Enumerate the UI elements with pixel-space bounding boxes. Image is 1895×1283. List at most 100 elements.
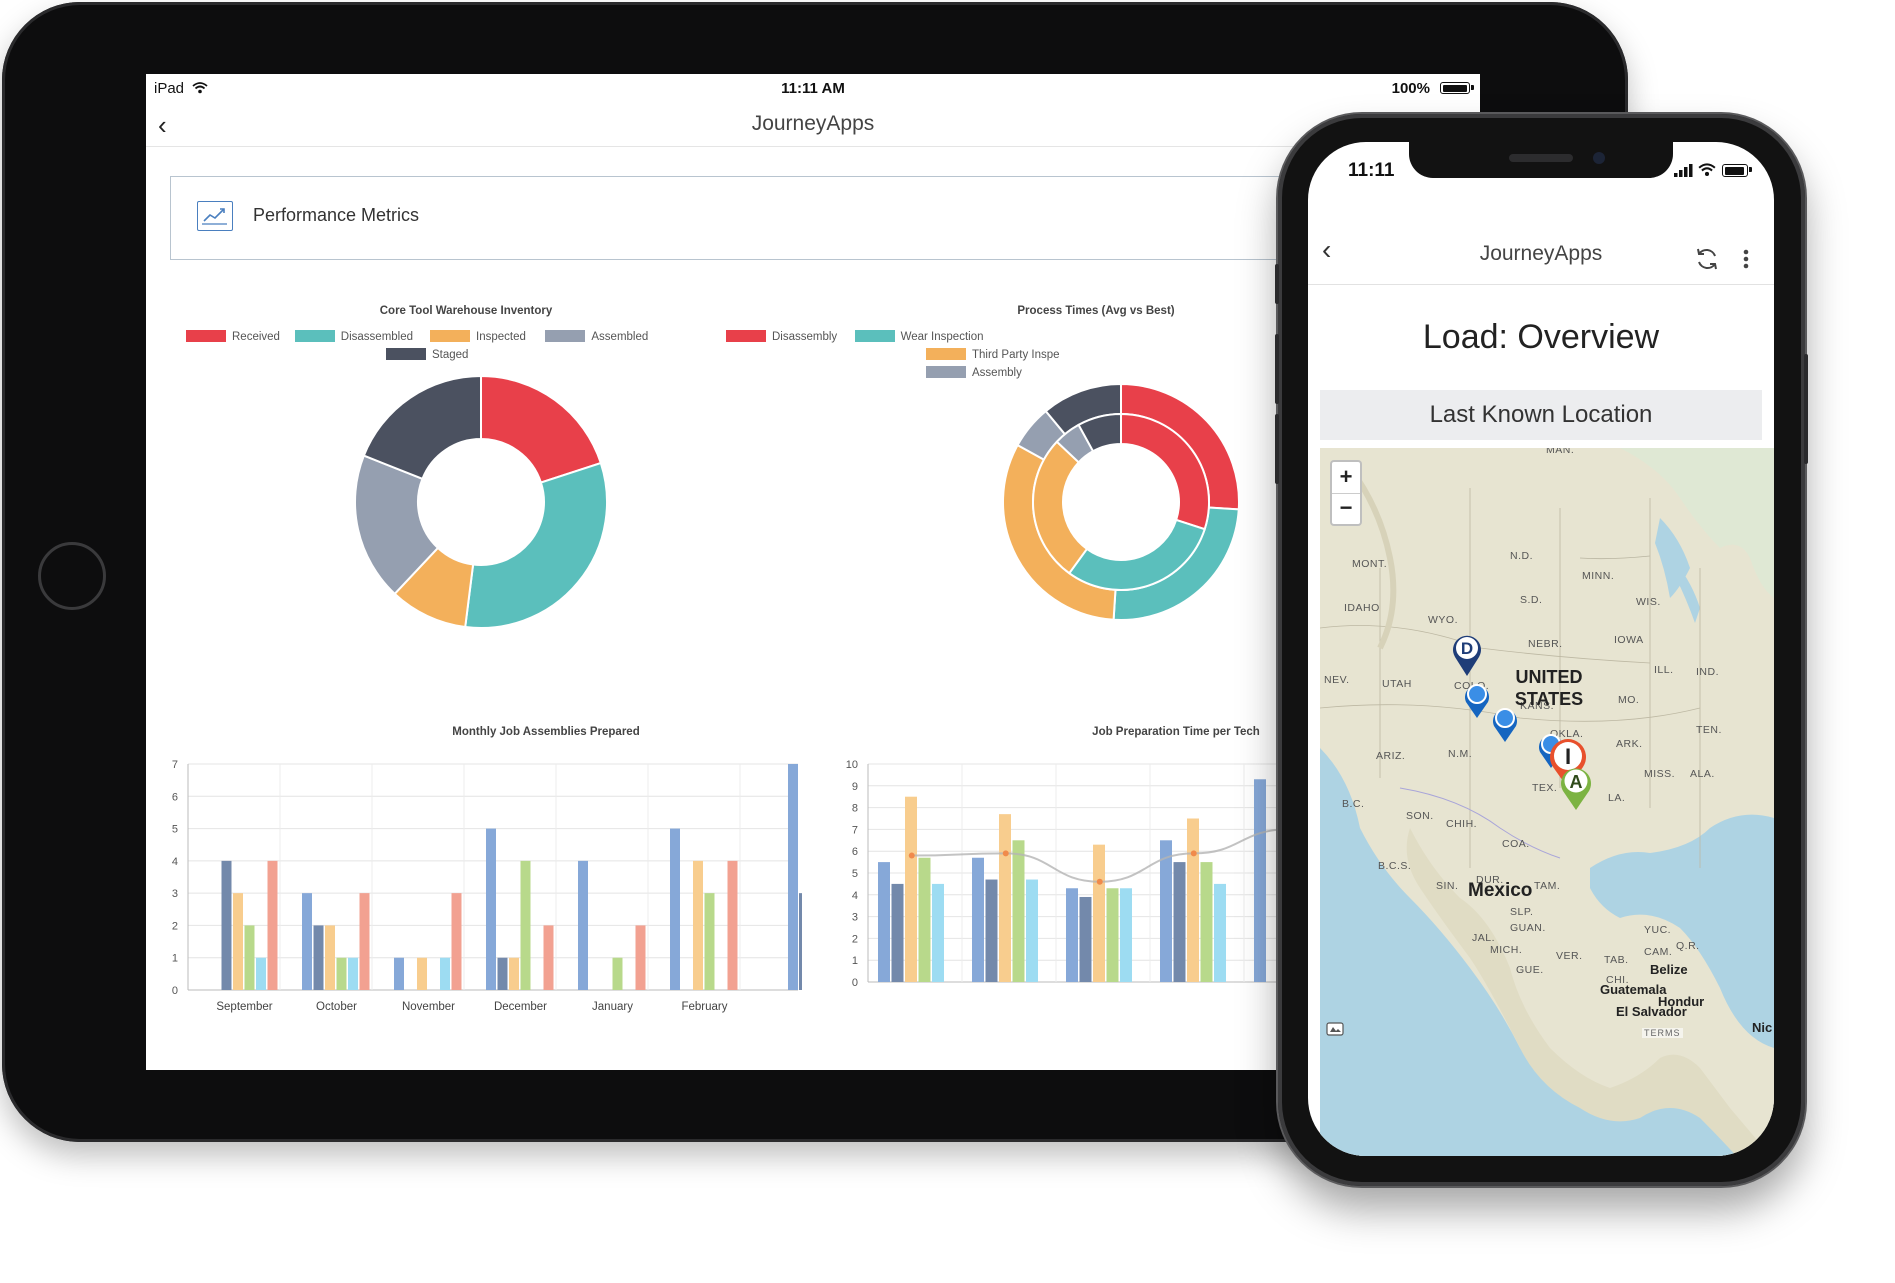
map-label: SLP. — [1510, 906, 1534, 918]
average-point[interactable] — [1096, 878, 1103, 885]
bar[interactable] — [348, 957, 358, 990]
bar[interactable] — [509, 957, 519, 990]
bar[interactable] — [451, 893, 462, 990]
bar[interactable] — [1079, 896, 1092, 982]
bar[interactable] — [1120, 888, 1132, 982]
bar[interactable] — [256, 957, 266, 990]
bar[interactable] — [1160, 840, 1172, 982]
y-tick-label: 5 — [852, 868, 858, 880]
bar[interactable] — [1106, 888, 1119, 982]
bar[interactable] — [612, 957, 623, 990]
map-marker-i[interactable]: I — [1546, 736, 1590, 790]
bar[interactable] — [302, 893, 312, 990]
legend-item[interactable]: Received — [186, 330, 280, 343]
map-label: TAM. — [1534, 880, 1561, 892]
place-label: Nic — [1752, 1020, 1773, 1035]
bar[interactable] — [578, 860, 588, 990]
more-options-icon[interactable] — [1742, 246, 1750, 272]
bar[interactable] — [313, 925, 324, 990]
phone-back-chevron-icon[interactable]: ‹ — [1322, 234, 1332, 265]
map-label: UTAH — [1382, 678, 1412, 690]
bar[interactable] — [336, 957, 347, 990]
bar[interactable] — [267, 860, 278, 990]
bar[interactable] — [878, 862, 890, 982]
bar[interactable] — [918, 857, 931, 982]
bar[interactable] — [985, 879, 998, 982]
y-tick-label: 3 — [172, 888, 178, 900]
bar[interactable] — [727, 860, 738, 990]
donut-slice[interactable] — [362, 374, 482, 481]
ipad-home-button[interactable] — [38, 542, 106, 610]
donut-slice[interactable] — [354, 454, 440, 596]
bar[interactable] — [891, 883, 904, 982]
map-label: COA. — [1502, 838, 1530, 850]
map-layers-icon[interactable] — [1326, 1022, 1344, 1036]
bar[interactable] — [1026, 879, 1038, 982]
bar[interactable] — [1012, 840, 1025, 982]
legend-item[interactable]: Third Party Inspe — [926, 348, 1060, 361]
legend-item[interactable]: Inspected — [430, 330, 526, 343]
bar[interactable] — [394, 957, 404, 990]
donut-slice[interactable] — [1077, 412, 1122, 453]
zoom-in-button[interactable]: + — [1339, 464, 1353, 489]
zoom-out-button[interactable]: − — [1339, 495, 1353, 520]
average-point[interactable] — [908, 852, 915, 859]
legend-swatch — [430, 330, 470, 342]
bar[interactable] — [233, 893, 243, 990]
bar[interactable] — [932, 883, 944, 982]
bar[interactable] — [1214, 883, 1226, 982]
legend-item[interactable]: Disassembled — [294, 330, 413, 343]
bar[interactable] — [359, 893, 370, 990]
bar[interactable] — [325, 925, 335, 990]
map-marker-location[interactable] — [1490, 704, 1520, 744]
map-attribution[interactable]: TERMS — [1642, 1028, 1683, 1038]
wifi-icon — [1698, 163, 1716, 176]
bar[interactable] — [788, 764, 798, 990]
map-marker-location[interactable] — [1462, 680, 1492, 720]
performance-metrics-panel: Performance Metrics — [170, 176, 1470, 260]
legend-item[interactable]: Disassembly — [726, 330, 837, 343]
bar[interactable] — [497, 957, 508, 990]
legend-item[interactable]: Assembly — [926, 366, 1022, 379]
bar[interactable] — [486, 828, 496, 990]
average-point[interactable] — [1190, 850, 1197, 857]
location-map[interactable]: + − MAN. N.D. MINN. MONT. S.D. WIS. IDAH… — [1320, 448, 1774, 1156]
wifi-icon — [192, 82, 208, 94]
bar[interactable] — [635, 925, 646, 990]
svg-text:D: D — [1461, 639, 1473, 658]
bar[interactable] — [799, 893, 802, 990]
bar[interactable] — [244, 925, 255, 990]
map-marker-a[interactable]: A — [1558, 764, 1594, 812]
bar[interactable] — [1254, 779, 1266, 982]
bar[interactable] — [704, 893, 715, 990]
bar[interactable] — [1200, 862, 1213, 982]
back-chevron-icon[interactable]: ‹ — [158, 110, 167, 140]
legend-item[interactable]: Assembled — [545, 330, 648, 343]
bar[interactable] — [1093, 844, 1105, 982]
bar[interactable] — [999, 814, 1011, 982]
y-tick-label: 4 — [172, 856, 178, 868]
map-label: TEX. — [1532, 782, 1558, 794]
legend-item[interactable]: Staged — [386, 348, 468, 361]
bar[interactable] — [440, 957, 450, 990]
sync-icon[interactable] — [1694, 246, 1720, 272]
bar[interactable] — [1187, 818, 1199, 983]
average-point[interactable] — [1002, 850, 1009, 857]
bar[interactable] — [520, 860, 531, 990]
bar[interactable] — [417, 957, 427, 990]
bar[interactable] — [1173, 862, 1186, 982]
bar[interactable] — [693, 860, 703, 990]
bar[interactable] — [905, 796, 917, 982]
prep-time-bar-chart: 0 1 2 3 4 5 6 7 8 9 10 — [846, 759, 1480, 989]
monthly-assemblies-bar-chart: 0 1 2 3 4 5 6 7 September October November December… — [172, 759, 802, 1013]
map-label: ARK. — [1616, 738, 1643, 750]
bar[interactable] — [1066, 888, 1078, 982]
bar[interactable] — [543, 925, 554, 990]
donut-slice[interactable] — [464, 461, 608, 629]
bar[interactable] — [670, 828, 680, 990]
map-marker-d[interactable]: D — [1450, 632, 1484, 678]
legend-item[interactable]: Wear Inspection — [854, 330, 983, 343]
donut-slice[interactable] — [480, 374, 603, 484]
bar[interactable] — [972, 857, 984, 982]
bar[interactable] — [221, 860, 232, 990]
